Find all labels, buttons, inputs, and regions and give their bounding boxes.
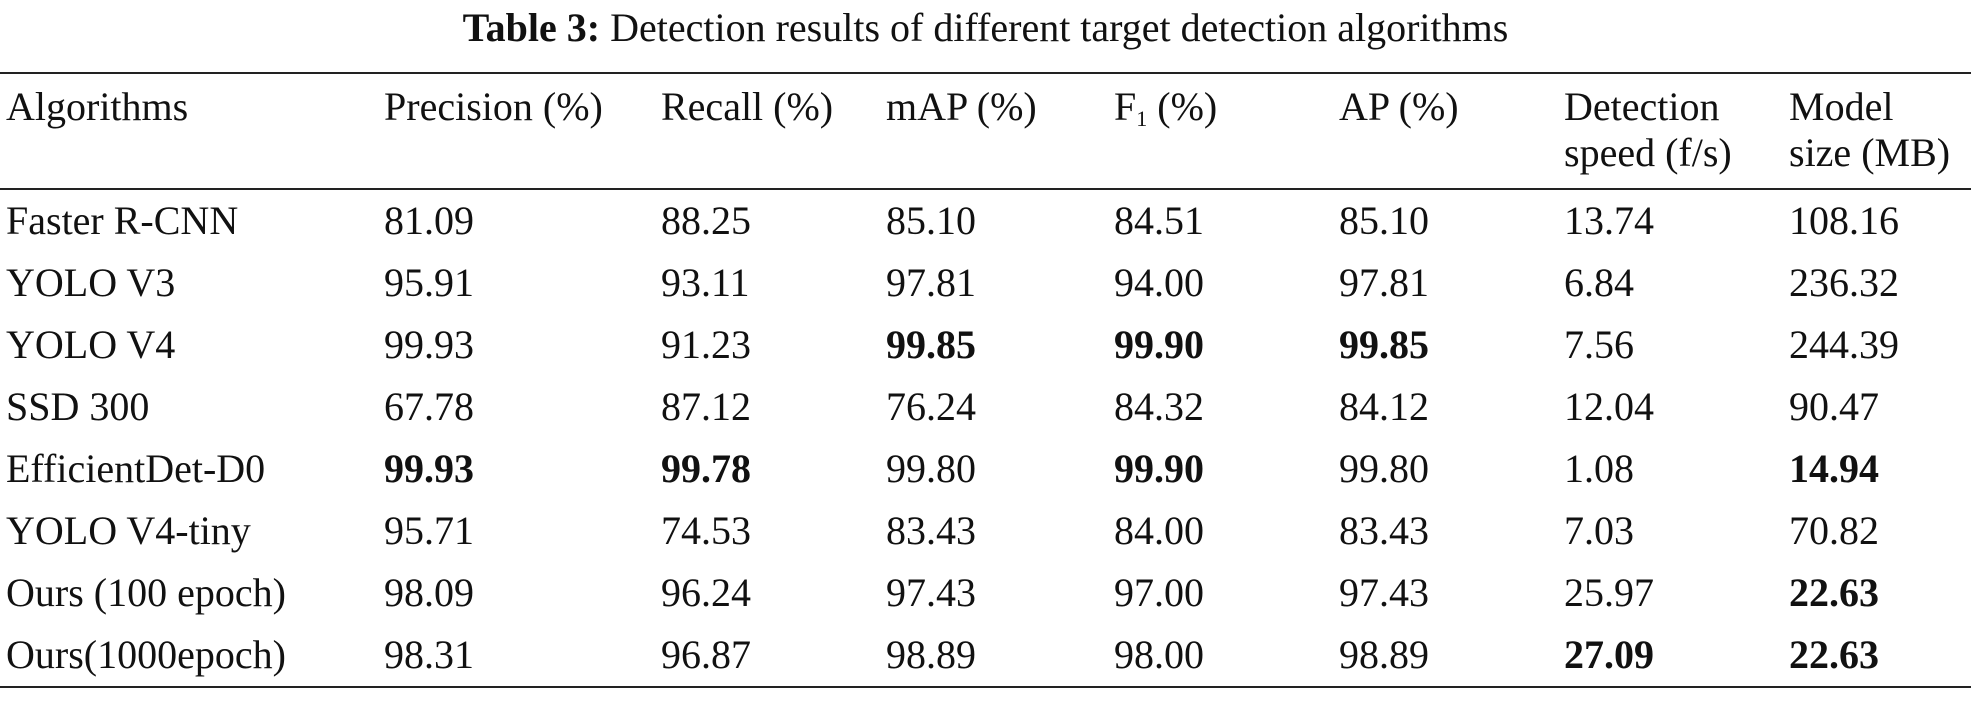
cell-detection-speed: 12.04 xyxy=(1564,384,1654,429)
cell-recall: 99.78 xyxy=(661,446,751,491)
cell-map: 97.43 xyxy=(886,570,976,615)
cell-f1: 84.51 xyxy=(1114,198,1204,243)
cell-model-size: 90.47 xyxy=(1789,384,1879,429)
cell-f1: 99.90 xyxy=(1114,322,1204,367)
cell-detection-speed: 27.09 xyxy=(1558,624,1783,688)
header-model-size-line1: Model xyxy=(1789,84,1894,129)
header-detection-speed-line1: Detection xyxy=(1564,84,1720,129)
cell-model-size: 14.94 xyxy=(1789,446,1879,491)
cell-f1: 94.00 xyxy=(1114,260,1204,305)
cell-precision: 95.71 xyxy=(384,508,474,553)
cell-ap: 83.43 xyxy=(1339,508,1429,553)
cell-detection-speed: 6.84 xyxy=(1564,260,1634,305)
cell-algorithm: YOLO V4-tiny xyxy=(6,508,251,553)
table-row: Faster R-CNN 81.09 88.25 85.10 84.51 85.10 13.… xyxy=(0,189,1971,252)
cell-ap: 98.89 xyxy=(1333,624,1558,688)
cell-model-size: 70.82 xyxy=(1789,508,1879,553)
cell-algorithm: Ours(1000epoch) xyxy=(0,624,378,688)
cell-precision: 81.09 xyxy=(384,198,474,243)
cell-precision: 98.09 xyxy=(384,570,474,615)
cell-ap: 85.10 xyxy=(1339,198,1429,243)
header-model-size-line2: size (MB) xyxy=(1789,130,1951,175)
table-row: SSD 300 67.78 87.12 76.24 84.32 84.12 12.04 90.… xyxy=(0,376,1971,438)
header-recall-label: Recall (%) xyxy=(661,84,834,129)
cell-recall: 87.12 xyxy=(661,384,751,429)
header-algorithms: Algorithms xyxy=(0,72,378,190)
cell-map: 98.89 xyxy=(880,624,1108,688)
header-precision-label: Precision (%) xyxy=(384,84,603,129)
cell-ap: 97.81 xyxy=(1339,260,1429,305)
header-recall: Recall (%) xyxy=(655,72,880,190)
header-map: mAP (%) xyxy=(880,72,1108,190)
cell-f1: 84.32 xyxy=(1114,384,1204,429)
table-body: Faster R-CNN 81.09 88.25 85.10 84.51 85.10 13.… xyxy=(0,189,1971,688)
cell-recall: 96.87 xyxy=(655,624,880,688)
table-row: YOLO V4 99.93 91.23 99.85 99.90 99.85 7.56 244.… xyxy=(0,314,1971,376)
header-precision: Precision (%) xyxy=(378,72,655,190)
cell-f1: 97.00 xyxy=(1114,570,1204,615)
cell-algorithm: SSD 300 xyxy=(6,384,150,429)
table-row: EfficientDet-D0 99.93 99.78 99.80 99.90 99.80… xyxy=(0,438,1971,500)
cell-precision: 95.91 xyxy=(384,260,474,305)
cell-detection-speed: 7.56 xyxy=(1564,322,1634,367)
cell-map: 97.81 xyxy=(886,260,976,305)
cell-recall: 96.24 xyxy=(661,570,751,615)
cell-recall: 91.23 xyxy=(661,322,751,367)
cell-algorithm: EfficientDet-D0 xyxy=(6,446,266,491)
cell-algorithm: YOLO V3 xyxy=(6,260,176,305)
cell-recall: 74.53 xyxy=(661,508,751,553)
cell-precision: 67.78 xyxy=(384,384,474,429)
cell-algorithm: Ours (100 epoch) xyxy=(6,570,286,615)
results-table: Algorithms Precision (%) Recall (%) mAP … xyxy=(0,72,1971,688)
cell-model-size: 22.63 xyxy=(1783,624,1971,688)
cell-model-size: 244.39 xyxy=(1789,322,1899,367)
cell-precision: 98.31 xyxy=(378,624,655,688)
table-row: Ours(1000epoch) 98.31 96.87 98.89 98.00 98.89… xyxy=(0,624,1971,688)
caption-label: Table 3: xyxy=(462,5,601,50)
cell-map: 83.43 xyxy=(886,508,976,553)
cell-detection-speed: 13.74 xyxy=(1564,198,1654,243)
header-map-label: mAP (%) xyxy=(886,84,1037,129)
cell-ap: 99.80 xyxy=(1339,446,1429,491)
header-f1: F1 (%) xyxy=(1108,72,1333,190)
cell-model-size: 108.16 xyxy=(1789,198,1899,243)
cell-recall: 93.11 xyxy=(661,260,750,305)
cell-model-size: 236.32 xyxy=(1789,260,1899,305)
cell-map: 99.85 xyxy=(886,322,976,367)
cell-ap: 99.85 xyxy=(1339,322,1429,367)
cell-map: 85.10 xyxy=(886,198,976,243)
cell-map: 99.80 xyxy=(886,446,976,491)
cell-algorithm: Faster R-CNN xyxy=(6,198,239,243)
cell-f1: 99.90 xyxy=(1114,446,1204,491)
cell-f1: 84.00 xyxy=(1114,508,1204,553)
header-ap-label: AP (%) xyxy=(1339,84,1459,129)
header-detection-speed-line2: speed (f/s) xyxy=(1564,130,1732,175)
cell-precision: 99.93 xyxy=(384,322,474,367)
table-row: Ours (100 epoch) 98.09 96.24 97.43 97.00 97.4… xyxy=(0,562,1971,624)
table-header: Algorithms Precision (%) Recall (%) mAP … xyxy=(0,72,1971,190)
header-detection-speed: Detection speed (f/s) xyxy=(1558,72,1783,190)
header-model-size: Model size (MB) xyxy=(1783,72,1971,190)
header-row: Algorithms Precision (%) Recall (%) mAP … xyxy=(0,72,1971,190)
table-row: YOLO V4-tiny 95.71 74.53 83.43 84.00 83.43 7.0… xyxy=(0,500,1971,562)
cell-detection-speed: 1.08 xyxy=(1564,446,1634,491)
table-caption: Table 3: Detection results of different … xyxy=(0,4,1971,52)
header-f1-label: F1 (%) xyxy=(1114,84,1218,131)
cell-algorithm: YOLO V4 xyxy=(6,322,176,367)
cell-model-size: 22.63 xyxy=(1789,570,1879,615)
cell-recall: 88.25 xyxy=(661,198,751,243)
cell-ap: 97.43 xyxy=(1339,570,1429,615)
cell-precision: 99.93 xyxy=(384,446,474,491)
cell-f1: 98.00 xyxy=(1108,624,1333,688)
header-ap: AP (%) xyxy=(1333,72,1558,190)
cell-detection-speed: 25.97 xyxy=(1564,570,1654,615)
caption-text: Detection results of different target de… xyxy=(610,5,1509,50)
cell-map: 76.24 xyxy=(886,384,976,429)
table-row: YOLO V3 95.91 93.11 97.81 94.00 97.81 6.84 236.… xyxy=(0,252,1971,314)
cell-detection-speed: 7.03 xyxy=(1564,508,1634,553)
cell-ap: 84.12 xyxy=(1339,384,1429,429)
header-algorithms-label: Algorithms xyxy=(6,84,189,129)
